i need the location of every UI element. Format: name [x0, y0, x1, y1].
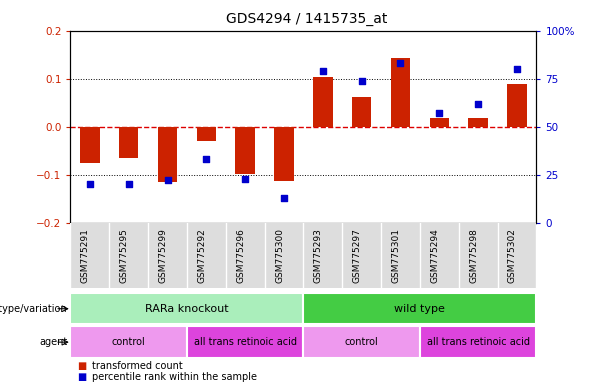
Point [124, 181, 134, 187]
Text: GSM775301: GSM775301 [392, 228, 400, 283]
Text: all trans retinoic acid: all trans retinoic acid [194, 337, 297, 347]
Text: RARa knockout: RARa knockout [145, 304, 229, 314]
Bar [119, 127, 139, 158]
Point [85, 181, 95, 187]
Text: percentile rank within the sample: percentile rank within the sample [92, 372, 257, 382]
Text: GSM775293: GSM775293 [314, 228, 323, 283]
Bar [507, 84, 527, 127]
Text: agent: agent [39, 337, 67, 347]
Bar [313, 77, 333, 127]
Text: GSM775298: GSM775298 [469, 228, 478, 283]
Point [435, 110, 444, 116]
Text: genotype/variation: genotype/variation [0, 304, 67, 314]
Bar [275, 127, 294, 181]
Point [202, 156, 211, 162]
Bar [303, 326, 420, 358]
Point [318, 68, 328, 74]
Bar [430, 118, 449, 127]
Text: GSM775297: GSM775297 [352, 228, 362, 283]
Text: control: control [112, 337, 146, 347]
Point [357, 78, 367, 84]
Bar [80, 127, 99, 163]
Point [512, 66, 522, 72]
Text: GSM775294: GSM775294 [430, 228, 440, 283]
Point [279, 195, 289, 201]
Text: GSM775292: GSM775292 [197, 228, 207, 283]
Point [240, 175, 250, 182]
Bar [235, 127, 255, 174]
Text: GSM775296: GSM775296 [236, 228, 245, 283]
Text: ■: ■ [77, 372, 86, 382]
Text: GSM775300: GSM775300 [275, 228, 284, 283]
Text: GSM775299: GSM775299 [159, 228, 167, 283]
Point [473, 101, 483, 107]
Text: GSM775302: GSM775302 [508, 228, 517, 283]
Text: ■: ■ [77, 361, 86, 371]
Bar [420, 326, 536, 358]
Text: wild type: wild type [395, 304, 445, 314]
Text: control: control [345, 337, 379, 347]
Text: GDS4294 / 1415735_at: GDS4294 / 1415735_at [226, 12, 387, 25]
Text: transformed count: transformed count [92, 361, 183, 371]
Bar [468, 118, 488, 127]
Text: GSM775291: GSM775291 [81, 228, 90, 283]
Bar [70, 293, 303, 324]
Text: GSM775295: GSM775295 [120, 228, 129, 283]
Point [162, 177, 172, 184]
Text: all trans retinoic acid: all trans retinoic acid [427, 337, 530, 347]
Bar [187, 326, 303, 358]
Bar [391, 58, 410, 127]
Bar [352, 97, 371, 127]
Bar [197, 127, 216, 141]
Bar [158, 127, 177, 182]
Bar [70, 326, 187, 358]
Bar [303, 293, 536, 324]
Point [395, 60, 405, 66]
